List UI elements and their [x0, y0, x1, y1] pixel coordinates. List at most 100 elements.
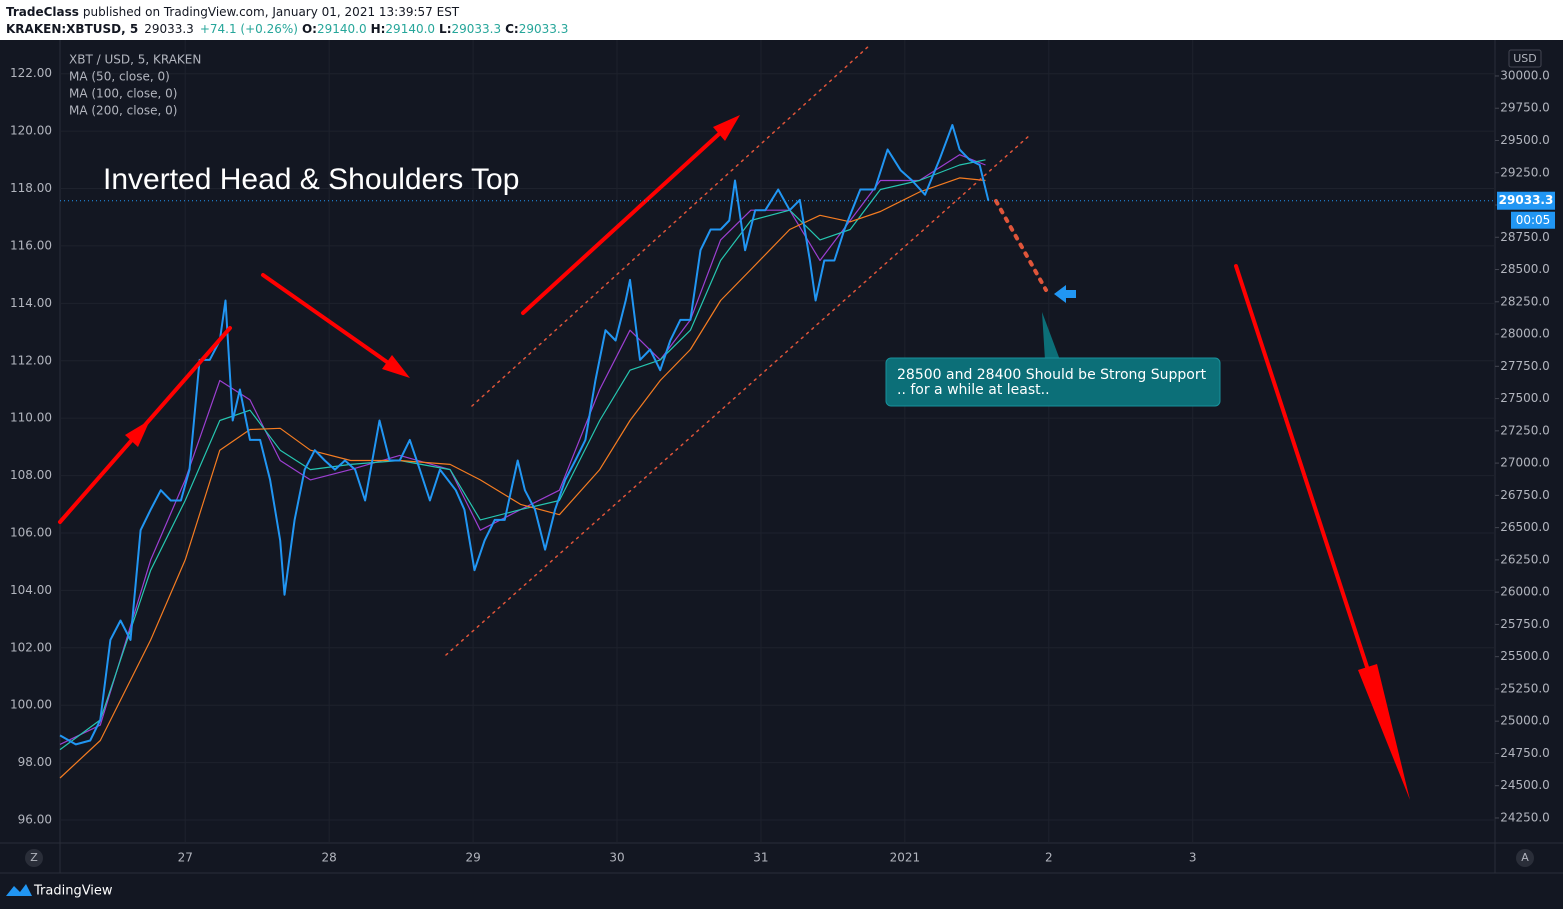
header-line: TradeClass published on TradingView.com, …	[6, 5, 460, 19]
x-tick-label: 3	[1189, 851, 1197, 865]
countdown: 00:05	[1516, 213, 1551, 227]
pointer-arrow	[1054, 285, 1076, 303]
y-tick-label: 28500.0	[1500, 262, 1550, 276]
y2-tick-label: 118.00	[10, 181, 52, 195]
c-label: C:	[505, 22, 519, 36]
y-tick-label: 25000.0	[1500, 714, 1550, 728]
plot	[59, 124, 990, 779]
y2-tick-label: 112.00	[10, 353, 52, 367]
moving-average-line	[59, 159, 986, 751]
y2-tick-label: 114.00	[10, 296, 52, 310]
y-tick-label: 24250.0	[1500, 810, 1550, 824]
y-tick-label: 24750.0	[1500, 746, 1550, 760]
y2-tick-label: 102.00	[10, 640, 52, 654]
x-tick-label: 30	[609, 851, 624, 865]
y2-tick-label: 96.00	[18, 813, 52, 827]
x-tick-label: 28	[322, 851, 337, 865]
y2-tick-label: 116.00	[10, 238, 52, 252]
annotation-title: Inverted Head & Shoulders Top	[103, 163, 519, 196]
x-tick-label: 31	[753, 851, 768, 865]
scale-button[interactable]	[1516, 849, 1534, 867]
scale-button[interactable]	[25, 849, 43, 867]
y-tick-label: 26250.0	[1500, 552, 1550, 566]
published: published on TradingView.com, January 01…	[83, 5, 460, 19]
o-label: O:	[302, 22, 317, 36]
price-line	[59, 124, 990, 746]
high: 29140.0	[385, 22, 435, 36]
arrow-head	[713, 115, 740, 141]
callout-text: .. for a while at least..	[897, 382, 1050, 398]
price: 29033.3	[144, 22, 194, 36]
last-price-label: 29033.3	[1499, 193, 1554, 207]
y-tick-label: 29750.0	[1500, 101, 1550, 115]
y-tick-label: 27250.0	[1500, 423, 1550, 437]
y-tick-label: 26500.0	[1500, 520, 1550, 534]
y-tick-label: 28000.0	[1500, 327, 1550, 341]
low: 29033.3	[452, 22, 502, 36]
arrow	[261, 273, 389, 364]
y2-tick-label: 106.00	[10, 525, 52, 539]
x-tick-label: 27	[178, 851, 193, 865]
scale-button-label[interactable]: Z	[30, 851, 38, 864]
y2-tick-label: 98.00	[18, 755, 52, 769]
h-label: H:	[371, 22, 386, 36]
open: 29140.0	[317, 22, 367, 36]
header-background	[0, 0, 1563, 40]
brand: TradingView	[33, 884, 113, 899]
x-tick-label: 2	[1045, 851, 1053, 865]
arrow	[1234, 264, 1369, 669]
y-tick-label: 26750.0	[1500, 488, 1550, 502]
y-tick-label: 29250.0	[1500, 165, 1550, 179]
y-tick-label: 29500.0	[1500, 133, 1550, 147]
y-tick-label: 25500.0	[1500, 649, 1550, 663]
channel-lower	[445, 134, 1031, 656]
y-tick-label: 25750.0	[1500, 617, 1550, 631]
drawings	[58, 44, 1410, 800]
legend-title: XBT / USD, 5, KRAKEN	[69, 53, 201, 67]
arrow-head	[382, 355, 410, 378]
y2-tick-label: 108.00	[10, 468, 52, 482]
grid	[60, 40, 1495, 843]
y-axis-label: USD	[1513, 52, 1537, 65]
legend-entry: MA (200, close, 0)	[69, 104, 177, 118]
x-tick-label: 29	[465, 851, 480, 865]
l-label: L:	[439, 22, 451, 36]
y-tick-label: 27500.0	[1500, 391, 1550, 405]
legend-entry: MA (100, close, 0)	[69, 87, 177, 101]
y-tick-label: 30000.0	[1500, 68, 1550, 82]
y-tick-label: 28250.0	[1500, 294, 1550, 308]
y2-tick-label: 122.00	[10, 66, 52, 80]
callout-pointer	[1042, 312, 1060, 360]
projection	[994, 199, 1048, 292]
y-tick-label: 27000.0	[1500, 456, 1550, 470]
y-tick-label: 26000.0	[1500, 585, 1550, 599]
countdown-box	[1511, 211, 1555, 229]
change: +74.1 (+0.26%)	[200, 22, 298, 36]
scale-button-label[interactable]: A	[1521, 851, 1529, 864]
arrow-head	[125, 420, 150, 447]
close: 29033.3	[519, 22, 569, 36]
y-tick-label: 25250.0	[1500, 681, 1550, 695]
y2-tick-label: 100.00	[10, 698, 52, 712]
author: TradeClass	[6, 5, 79, 19]
callout-box	[885, 357, 1221, 407]
brand-logo	[6, 884, 32, 896]
y2-tick-label: 110.00	[10, 411, 52, 425]
unit-box	[1508, 49, 1542, 68]
symbol-line: KRAKEN:XBTUSD, 5 29033.3 +74.1 (+0.26%) O:2…	[6, 22, 568, 36]
x-tick-label: 2021	[890, 851, 921, 865]
arrow	[521, 132, 721, 315]
y2-tick-label: 120.00	[10, 124, 52, 138]
channel-upper	[471, 44, 871, 407]
y-tick-label: 28750.0	[1500, 230, 1550, 244]
arrow-head	[1358, 664, 1410, 800]
last-price-box	[1497, 191, 1555, 210]
symbol: KRAKEN:XBTUSD, 5	[6, 22, 138, 36]
moving-average-line	[59, 177, 986, 779]
y-tick-label: 24500.0	[1500, 778, 1550, 792]
callout-text: 28500 and 28400 Should be Strong Support	[897, 367, 1207, 383]
legend-entry: MA (50, close, 0)	[69, 70, 170, 84]
y2-tick-label: 104.00	[10, 583, 52, 597]
y-tick-label: 27750.0	[1500, 359, 1550, 373]
